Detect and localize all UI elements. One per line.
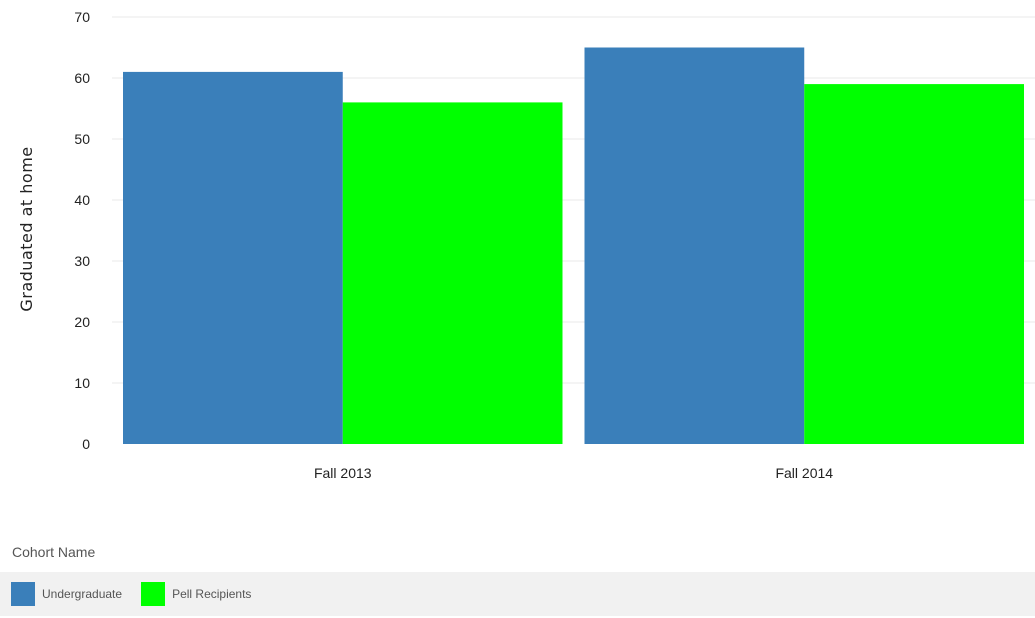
bar-pell-recipients-fall-2014[interactable] <box>804 84 1024 444</box>
y-tick-label: 60 <box>74 70 90 86</box>
bars <box>123 47 1024 445</box>
legend-title: Cohort Name <box>12 544 96 560</box>
x-tick-label: Fall 2014 <box>775 465 833 481</box>
legend-swatch-pell-recipients <box>141 582 166 606</box>
y-tick-label: 10 <box>74 375 90 391</box>
y-tick-label: 70 <box>74 9 90 25</box>
y-tick-label: 50 <box>74 131 90 147</box>
y-axis-label: Graduated at home <box>17 146 36 311</box>
legend-swatch-undergraduate <box>11 582 35 606</box>
legend-item-pell-recipients[interactable]: Pell Recipients <box>141 582 251 606</box>
legend-label-undergraduate: Undergraduate <box>42 587 123 601</box>
legend: Undergraduate Pell Recipients <box>0 572 1035 616</box>
y-tick-label: 30 <box>74 253 90 269</box>
y-axis-ticks: 0 10 20 30 40 50 60 70 <box>74 9 90 452</box>
x-axis-ticks: Fall 2013 Fall 2014 <box>314 465 833 481</box>
bar-undergraduate-fall-2013[interactable] <box>123 71 343 445</box>
legend-label-pell-recipients: Pell Recipients <box>172 587 252 601</box>
y-tick-label: 0 <box>82 436 90 452</box>
y-tick-label: 20 <box>74 314 90 330</box>
bar-chart: 0 10 20 30 40 50 60 70 Fall 2013 Fall 2014 Gradu… <box>17 9 1035 481</box>
y-tick-label: 40 <box>74 192 90 208</box>
bar-undergraduate-fall-2014[interactable] <box>584 47 805 445</box>
x-tick-label: Fall 2013 <box>314 465 372 481</box>
legend-item-undergraduate[interactable]: Undergraduate <box>11 582 122 606</box>
bar-pell-recipients-fall-2013[interactable] <box>342 102 563 445</box>
